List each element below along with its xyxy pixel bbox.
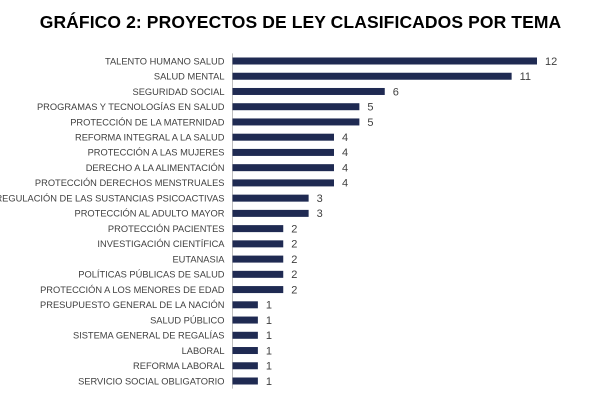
category-label: SEGURIDAD SOCIAL [133, 87, 225, 97]
bar [232, 255, 284, 263]
bar [232, 194, 309, 202]
category-label: SERVICIO SOCIAL OBLIGATORIO [78, 376, 224, 386]
category-label: INVESTIGACIÓN CIENTÍFICA [97, 239, 225, 249]
bar [232, 286, 284, 294]
data-label: 1 [266, 376, 272, 388]
bar [232, 133, 334, 141]
bar [232, 57, 537, 65]
data-label: 1 [266, 315, 272, 327]
bar [232, 225, 284, 233]
bar [232, 362, 258, 370]
bar [232, 179, 334, 187]
chart-title: GRÁFICO 2: PROYECTOS DE LEY CLASIFICADOS… [39, 12, 562, 32]
bar [232, 87, 385, 95]
data-label: 4 [342, 147, 348, 159]
bar [232, 118, 360, 126]
category-label: PROTECCIÓN A LAS MUJERES [88, 148, 225, 158]
category-label: POLÍTICAS PÚBLICAS DE SALUD [78, 270, 224, 280]
category-label: PRESUPUESTO GENERAL DE LA NACIÓN [40, 300, 224, 310]
bar [232, 301, 258, 309]
data-label: 3 [317, 193, 323, 205]
bar [232, 240, 284, 248]
category-label: SALUD MENTAL [154, 72, 225, 82]
data-label: 2 [291, 269, 297, 281]
category-label: REGULACIÓN DE LAS SUSTANCIAS PSICOACTIVA… [0, 193, 225, 203]
data-label: 3 [317, 208, 323, 220]
bar [232, 209, 309, 217]
category-label: DERECHO A LA ALIMENTACIÓN [86, 163, 225, 173]
category-label: SALUD PÚBLICO [150, 315, 224, 325]
data-label: 1 [266, 300, 272, 312]
category-label: SISTEMA GENERAL DE REGALÍAS [73, 331, 225, 341]
bar [232, 103, 360, 111]
category-label: LABORAL [182, 346, 225, 356]
data-label: 2 [291, 254, 297, 266]
bar [232, 331, 258, 339]
bar [232, 377, 258, 385]
bar [232, 148, 334, 156]
data-label: 4 [342, 178, 348, 190]
category-label: PROGRAMAS Y TECNOLOGÍAS EN SALUD [37, 102, 225, 112]
data-label: 6 [393, 86, 399, 98]
data-label: 1 [266, 361, 272, 373]
data-label: 1 [266, 330, 272, 342]
data-label: 12 [545, 56, 557, 68]
data-label: 4 [342, 162, 348, 174]
bar [232, 316, 258, 324]
category-label: PROTECCIÓN DERECHOS MENSTRUALES [35, 178, 225, 188]
data-label: 5 [367, 102, 373, 114]
category-label: PROTECCIÓN DE LA MATERNIDAD [70, 117, 225, 127]
category-label: REFORMA INTEGRAL A LA SALUD [75, 132, 225, 142]
category-label: EUTANASIA [172, 254, 225, 264]
data-label: 2 [291, 223, 297, 235]
data-label: 2 [291, 239, 297, 251]
bar [232, 347, 258, 355]
category-label: REFORMA LABORAL [133, 361, 224, 371]
data-label: 2 [291, 284, 297, 296]
bar [232, 72, 512, 80]
category-label: PROTECCIÓN AL ADULTO MAYOR [75, 209, 225, 219]
bar [232, 270, 284, 278]
category-label: TALENTO HUMANO SALUD [105, 56, 225, 66]
category-label: PROTECCIÓN A LOS MENORES DE EDAD [40, 285, 225, 295]
data-label: 11 [520, 71, 531, 83]
data-label: 1 [266, 345, 272, 357]
bar [232, 164, 334, 172]
category-label: PROTECCIÓN PACIENTES [108, 224, 225, 234]
data-label: 5 [367, 117, 373, 129]
data-label: 4 [342, 132, 348, 144]
